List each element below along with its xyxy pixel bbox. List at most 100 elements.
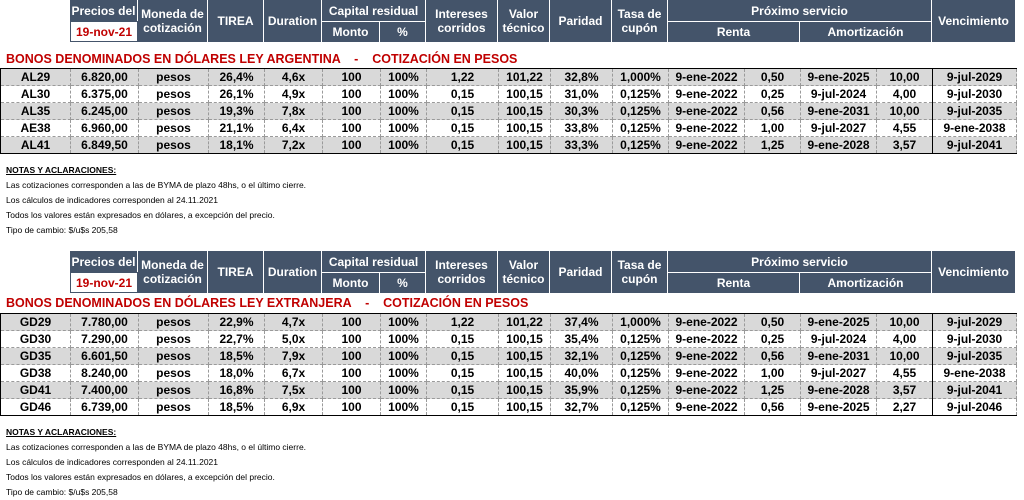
cell-amortizacion-fecha: 9-ene-2025 [800, 398, 877, 416]
cell-pct: 100% [380, 364, 427, 382]
cell-ticker: AE38 [0, 119, 71, 137]
cell-valor-tecnico: 100,15 [498, 364, 551, 382]
cell-paridad: 33,3% [550, 136, 613, 154]
table-row: AL35 6.245,00 pesos 19,3% 7,8x 100 100% 0,15 100… [0, 102, 1017, 120]
cell-valor-tecnico: 100,15 [498, 347, 551, 365]
cell-amortizacion-monto: 4,00 [876, 330, 933, 348]
cell-renta-fecha: 9-ene-2022 [668, 85, 745, 103]
cell-intereses: 0,15 [426, 136, 499, 154]
cell-amortizacion-monto: 4,00 [876, 85, 933, 103]
table-header: Precios del 19-nov-21 Moneda de cotizaci… [0, 0, 1016, 42]
cell-tasa-cupon: 0,125% [612, 330, 669, 348]
cell-ticker: GD30 [0, 330, 71, 348]
cell-renta-fecha: 9-ene-2022 [668, 313, 745, 331]
table-row: AL41 6.849,50 pesos 18,1% 7,2x 100 100% 0,15 100… [0, 136, 1017, 154]
cell-intereses: 0,15 [426, 347, 499, 365]
header-monto: Monto [322, 272, 380, 293]
cell-precio: 6.739,00 [70, 398, 139, 416]
header-moneda: Moneda de cotización [138, 0, 208, 42]
cell-tasa-cupon: 0,125% [612, 381, 669, 399]
cell-precio: 6.820,00 [70, 68, 139, 86]
cell-monto: 100 [322, 381, 381, 399]
cell-vencimiento: 9-jul-2035 [932, 102, 1017, 120]
cell-monto: 100 [322, 398, 381, 416]
cell-amortizacion-monto: 4,55 [876, 364, 933, 382]
cell-precio: 7.780,00 [70, 313, 139, 331]
cell-duration: 6,7x [264, 364, 323, 382]
table-row: GD30 7.290,00 pesos 22,7% 5,0x 100 100% 0,15 100… [0, 330, 1017, 348]
cell-pct: 100% [380, 381, 427, 399]
cell-precio: 6.601,50 [70, 347, 139, 365]
header-capital-residual: Capital residual [322, 251, 426, 272]
cell-moneda: pesos [138, 102, 209, 120]
cell-duration: 4,9x [264, 85, 323, 103]
cell-tasa-cupon: 0,125% [612, 102, 669, 120]
cell-valor-tecnico: 101,22 [498, 68, 551, 86]
cell-vencimiento: 9-jul-2035 [932, 347, 1017, 365]
note-line: Todos los valores están expresados en dó… [6, 210, 275, 220]
header-paridad: Paridad [550, 251, 612, 293]
bonds-table: AL29 6.820,00 pesos 26,4% 4,6x 100 100% 1,22 101… [0, 68, 1017, 154]
table-row: GD29 7.780,00 pesos 22,9% 4,7x 100 100% 1,22 101… [0, 313, 1017, 331]
cell-intereses: 1,22 [426, 68, 499, 86]
cell-amortizacion-monto: 10,00 [876, 347, 933, 365]
cell-paridad: 35,4% [550, 330, 613, 348]
notes-title: NOTAS Y ACLARACIONES: [6, 165, 117, 175]
section-ley-argentina: Precios del 19-nov-21 Moneda de cotizaci… [0, 0, 1024, 240]
header-pct: % [380, 21, 426, 42]
cell-precio: 7.400,00 [70, 381, 139, 399]
header-proximo-servicio: Próximo servicio [668, 251, 932, 272]
cell-tirea: 18,5% [208, 347, 265, 365]
cell-vencimiento: 9-jul-2030 [932, 85, 1017, 103]
cell-amortizacion-fecha: 9-jul-2027 [800, 119, 877, 137]
cell-renta-fecha: 9-ene-2022 [668, 68, 745, 86]
cell-moneda: pesos [138, 313, 209, 331]
cell-amortizacion-monto: 3,57 [876, 381, 933, 399]
cell-duration: 6,4x [264, 119, 323, 137]
cell-intereses: 1,22 [426, 313, 499, 331]
cell-pct: 100% [380, 68, 427, 86]
cell-renta-monto: 0,56 [744, 398, 801, 416]
cell-intereses: 0,15 [426, 381, 499, 399]
cell-valor-tecnico: 100,15 [498, 102, 551, 120]
header-precios-del: Precios del [70, 0, 138, 21]
cell-renta-monto: 0,56 [744, 102, 801, 120]
cell-moneda: pesos [138, 136, 209, 154]
cell-paridad: 40,0% [550, 364, 613, 382]
header-pct: % [380, 272, 426, 293]
cell-renta-monto: 1,00 [744, 364, 801, 382]
cell-tirea: 21,1% [208, 119, 265, 137]
cell-pct: 100% [380, 347, 427, 365]
cell-ticker: AL35 [0, 102, 71, 120]
cell-renta-fecha: 9-ene-2022 [668, 364, 745, 382]
cell-amortizacion-fecha: 9-ene-2025 [800, 313, 877, 331]
cell-renta-monto: 1,00 [744, 119, 801, 137]
note-line: Los cálculos de indicadores corresponden… [6, 195, 219, 205]
cell-tasa-cupon: 0,125% [612, 398, 669, 416]
cell-tirea: 26,4% [208, 68, 265, 86]
cell-duration: 4,6x [264, 68, 323, 86]
cell-valor-tecnico: 100,15 [498, 330, 551, 348]
cell-paridad: 30,3% [550, 102, 613, 120]
header-monto: Monto [322, 21, 380, 42]
header-tirea: TIREA [208, 0, 264, 42]
cell-pct: 100% [380, 398, 427, 416]
cell-tirea: 19,3% [208, 102, 265, 120]
cell-monto: 100 [322, 330, 381, 348]
notes-block: NOTAS Y ACLARACIONES: Las cotizaciones co… [6, 163, 306, 238]
cell-intereses: 0,15 [426, 119, 499, 137]
cell-monto: 100 [322, 119, 381, 137]
cell-vencimiento: 9-ene-2038 [932, 119, 1017, 137]
section-ley-extranjera: Precios del 19-nov-21 Moneda de cotizaci… [0, 251, 1024, 497]
cell-vencimiento: 9-jul-2030 [932, 330, 1017, 348]
bonds-table: GD29 7.780,00 pesos 22,9% 4,7x 100 100% 1,22 101… [0, 313, 1017, 416]
cell-valor-tecnico: 100,15 [498, 381, 551, 399]
cell-renta-monto: 1,25 [744, 136, 801, 154]
header-precios-del: Precios del [70, 251, 138, 272]
cell-pct: 100% [380, 102, 427, 120]
cell-duration: 7,5x [264, 381, 323, 399]
header-capital-residual: Capital residual [322, 0, 426, 21]
cell-amortizacion-monto: 4,55 [876, 119, 933, 137]
table-row: GD38 8.240,00 pesos 18,0% 6,7x 100 100% 0,15 100… [0, 364, 1017, 382]
cell-paridad: 32,7% [550, 398, 613, 416]
